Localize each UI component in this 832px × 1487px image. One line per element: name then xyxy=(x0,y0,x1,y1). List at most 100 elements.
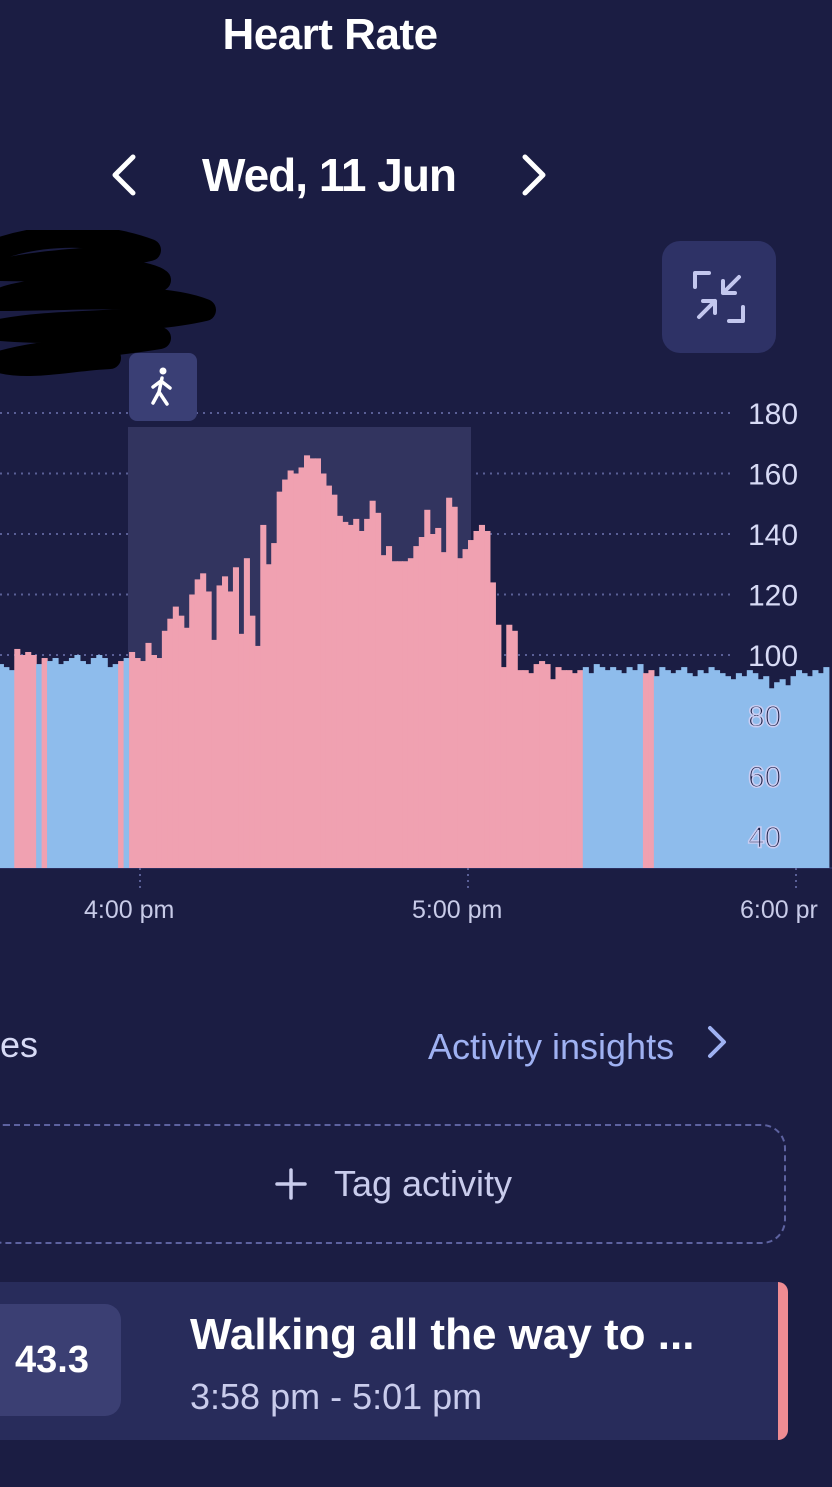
hr-bar xyxy=(178,615,185,868)
hr-bar xyxy=(112,664,119,868)
hr-bar xyxy=(36,664,43,868)
hr-bar xyxy=(768,688,775,868)
hr-bar xyxy=(222,576,229,868)
hr-bar xyxy=(314,458,321,869)
hr-bar xyxy=(500,667,507,868)
walking-person-icon xyxy=(151,367,172,406)
hr-bar xyxy=(588,673,595,868)
hr-bar xyxy=(347,524,354,868)
hr-bar xyxy=(402,561,409,868)
hr-bar xyxy=(200,573,207,868)
hr-bar xyxy=(413,546,420,868)
hr-bar xyxy=(560,670,567,869)
y-tick-label: 160 xyxy=(748,459,798,492)
y-tick-label: 80 xyxy=(748,701,781,734)
hr-bar xyxy=(205,591,212,868)
hr-bar xyxy=(391,561,398,868)
hr-bar xyxy=(626,667,633,868)
hr-bar xyxy=(550,679,557,868)
hr-bar xyxy=(167,618,174,868)
hr-bar xyxy=(282,479,289,868)
hr-bar xyxy=(582,667,589,868)
hr-bar xyxy=(424,509,431,868)
activity-time-range: 3:58 pm - 5:01 pm xyxy=(190,1376,483,1417)
hr-bar xyxy=(227,591,234,868)
hr-bar xyxy=(276,491,283,868)
hr-bar xyxy=(817,673,824,868)
hr-bar xyxy=(189,594,196,868)
tag-activity-button[interactable]: Tag activity xyxy=(0,1124,786,1244)
hr-bar xyxy=(156,658,163,868)
y-tick-label: 120 xyxy=(748,580,798,613)
activity-type-marker[interactable] xyxy=(129,353,197,421)
hr-bar xyxy=(823,667,830,868)
hr-bar xyxy=(429,534,436,868)
hr-bar xyxy=(101,658,108,868)
hr-bar xyxy=(648,670,655,869)
collapse-icon xyxy=(693,271,745,323)
date-label: Wed, 11 Jun xyxy=(202,149,457,201)
previous-day-button[interactable] xyxy=(90,140,160,210)
hr-bar xyxy=(653,676,660,868)
hr-bar xyxy=(172,606,179,868)
hr-bar xyxy=(183,627,190,868)
hr-bar xyxy=(714,670,721,869)
activity-accent-bar xyxy=(778,1282,788,1440)
hr-bar xyxy=(440,552,447,868)
activity-score-badge: 43.3 xyxy=(0,1304,121,1416)
hr-bar xyxy=(211,639,218,869)
hr-bar xyxy=(47,661,54,868)
hr-bar xyxy=(763,676,770,868)
hr-bar xyxy=(79,661,86,868)
hr-bar xyxy=(511,630,518,868)
hr-bar xyxy=(123,658,130,868)
hr-bar xyxy=(478,524,485,868)
hr-bar xyxy=(664,670,671,869)
hr-bar xyxy=(30,655,37,868)
hr-bar xyxy=(150,655,157,868)
hr-bar xyxy=(161,630,168,868)
hr-bar xyxy=(336,515,343,868)
hr-bar xyxy=(812,670,819,869)
hr-bar xyxy=(741,676,748,868)
hr-bar xyxy=(435,527,442,868)
hr-bar xyxy=(107,667,114,868)
hr-bar xyxy=(386,546,393,868)
activity-insights-link[interactable]: Activity insights xyxy=(428,1024,730,1069)
hr-bar xyxy=(473,530,480,868)
hr-bar xyxy=(528,673,535,868)
hr-bar xyxy=(396,561,403,868)
hr-bar xyxy=(254,645,261,868)
collapse-chart-button[interactable] xyxy=(662,241,776,353)
hr-bar xyxy=(3,667,10,868)
hr-bar xyxy=(232,567,239,868)
hr-bar xyxy=(118,661,125,868)
chevron-right-icon xyxy=(704,1024,730,1069)
hr-bar xyxy=(418,537,425,868)
hr-bar xyxy=(610,667,617,868)
hr-bar xyxy=(331,494,338,868)
hr-bar xyxy=(260,524,267,868)
hr-bar xyxy=(468,540,475,868)
hr-bar xyxy=(129,651,136,868)
hr-bar xyxy=(265,564,272,868)
section-label: es xyxy=(0,1024,39,1065)
hr-bar xyxy=(140,661,147,868)
hr-bar xyxy=(637,664,644,868)
activity-card[interactable]: 43.3 Walking all the way to ... 3:58 pm … xyxy=(0,1282,788,1440)
y-tick-label: 60 xyxy=(748,761,781,794)
hr-bar xyxy=(642,673,649,868)
hr-bar xyxy=(320,473,327,868)
hr-bar xyxy=(14,648,21,868)
redaction-scribble xyxy=(0,230,216,377)
hr-bar xyxy=(675,670,682,869)
hr-bar xyxy=(796,670,803,869)
hr-bar xyxy=(325,485,332,868)
hr-bar xyxy=(615,670,622,869)
hr-bar xyxy=(19,655,26,868)
hr-bar xyxy=(90,658,97,868)
hr-bar xyxy=(194,579,201,869)
hr-bar xyxy=(145,642,152,868)
next-day-button[interactable] xyxy=(498,140,568,210)
x-tick-label: 4:00 pm xyxy=(84,896,174,924)
